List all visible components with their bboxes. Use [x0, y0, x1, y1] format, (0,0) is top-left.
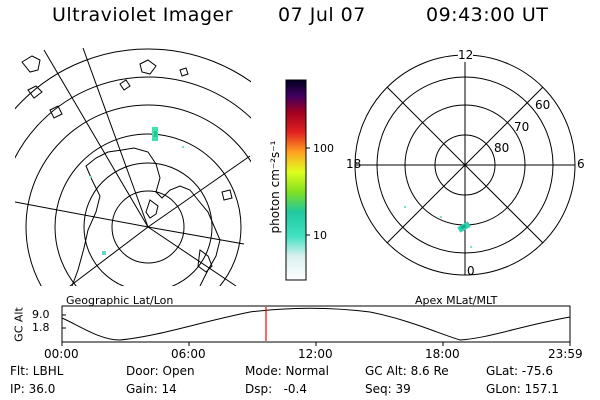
timeline-xtick-1800: 18:00 — [425, 347, 460, 361]
timeline-ytick-1-8: 1.8 — [32, 321, 50, 334]
info-flt: Flt: LBHL — [10, 364, 64, 378]
info-mode: Mode: Normal — [245, 364, 329, 378]
colorbar-tick-10: 10 — [313, 229, 327, 242]
header-date: 07 Jul 07 — [278, 4, 366, 26]
mlat-label-80: 80 — [494, 141, 510, 155]
mlt-label-18: 18 — [346, 157, 362, 171]
info-gain: Gain: 14 — [126, 382, 177, 396]
mlt-label-0: 0 — [467, 264, 475, 278]
info-seq: Seq: 39 — [365, 382, 411, 396]
left-aurora-spots — [90, 127, 184, 255]
timeline-xtick-0000: 00:00 — [44, 347, 79, 361]
coastline — [71, 147, 221, 286]
timeline-xtick-2359: 23:59 — [548, 347, 583, 361]
app-title: Ultraviolet Imager — [52, 4, 234, 26]
mlat-label-70: 70 — [514, 120, 530, 134]
timeline-axis-label: GC Alt — [12, 307, 26, 342]
timeline-xtick-1200: 12:00 — [298, 347, 333, 361]
colorbar-tick-100: 100 — [313, 142, 334, 155]
info-gc-alt: GC Alt: 8.6 Re — [365, 364, 449, 378]
info-door: Door: Open — [126, 364, 195, 378]
mlat-label-60: 60 — [535, 98, 551, 112]
mlt-label-12: 12 — [458, 48, 474, 62]
right-panel-caption: Apex MLat/MLT — [415, 294, 498, 307]
info-dsp: Dsp: -0.4 — [245, 382, 308, 396]
timeline-xtick-0600: 06:00 — [171, 347, 206, 361]
mlt-label-6: 6 — [577, 157, 585, 171]
right-aurora-spots — [404, 206, 472, 248]
header-time: 09:43:00 UT — [426, 4, 549, 26]
timeline-ytick-9: 9.0 — [32, 308, 50, 321]
info-glon: GLon: 157.1 — [486, 382, 559, 396]
left-panel-caption: Geographic Lat/Lon — [66, 294, 174, 307]
info-ip: IP: 36.0 — [10, 382, 56, 396]
info-glat: GLat: -75.6 — [486, 364, 553, 378]
altitude-curve — [61, 307, 571, 341]
